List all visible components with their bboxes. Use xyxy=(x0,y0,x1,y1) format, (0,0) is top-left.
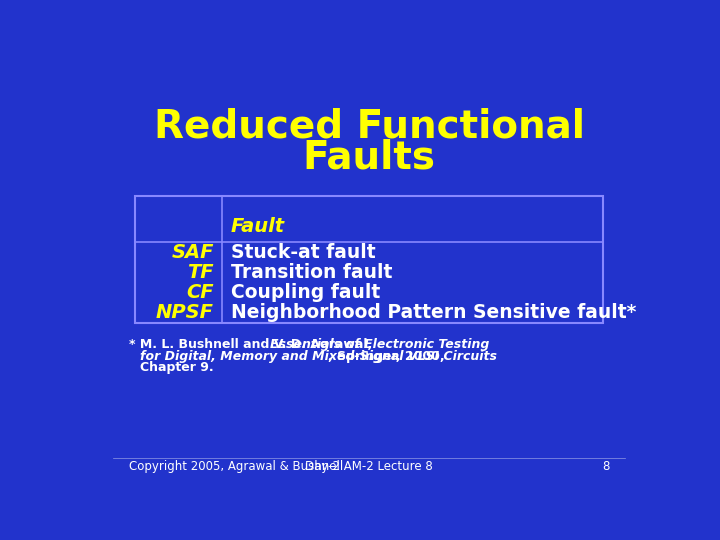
Text: , Springer, 2000,: , Springer, 2000, xyxy=(328,350,444,363)
Text: TF: TF xyxy=(187,263,214,282)
Bar xyxy=(135,195,603,323)
Text: for Digital, Memory and Mixed-Signal VLSI Circuits: for Digital, Memory and Mixed-Signal VLS… xyxy=(140,350,497,363)
Text: Fault: Fault xyxy=(231,217,285,236)
Text: Stuck-at fault: Stuck-at fault xyxy=(231,242,376,261)
Text: CF: CF xyxy=(186,283,214,302)
Text: NPSF: NPSF xyxy=(156,303,214,322)
Text: Neighborhood Pattern Sensitive fault*: Neighborhood Pattern Sensitive fault* xyxy=(231,303,636,322)
Text: SAF: SAF xyxy=(171,242,214,261)
Text: Transition fault: Transition fault xyxy=(231,263,392,282)
Text: 8: 8 xyxy=(602,460,609,473)
Text: * M. L. Bushnell and V. D. Agrawal,: * M. L. Bushnell and V. D. Agrawal, xyxy=(129,338,377,351)
Text: Reduced Functional: Reduced Functional xyxy=(153,107,585,145)
Text: Day-2 AM-2 Lecture 8: Day-2 AM-2 Lecture 8 xyxy=(305,460,433,473)
Text: Chapter 9.: Chapter 9. xyxy=(140,361,213,374)
Text: Essentials of Electronic Testing: Essentials of Electronic Testing xyxy=(270,338,489,351)
Text: Coupling fault: Coupling fault xyxy=(231,283,380,302)
Text: Faults: Faults xyxy=(302,138,436,176)
Text: Copyright 2005, Agrawal & Bushnell: Copyright 2005, Agrawal & Bushnell xyxy=(129,460,343,473)
